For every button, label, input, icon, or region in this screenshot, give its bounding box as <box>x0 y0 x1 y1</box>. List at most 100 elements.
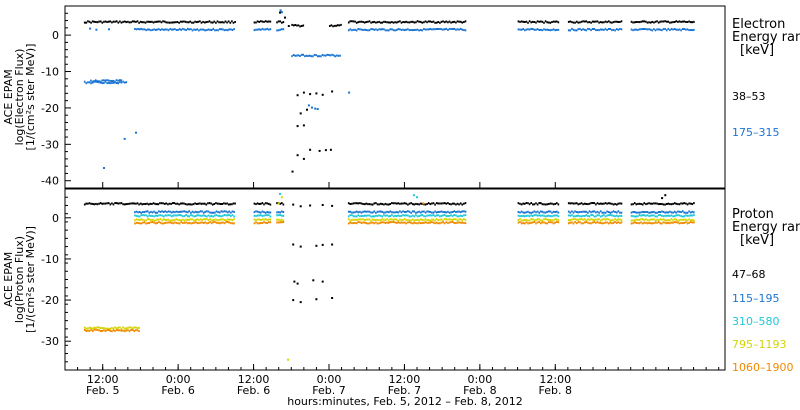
electron-panel-series-1-mark <box>517 28 520 31</box>
proton-panel-series-2-mark <box>637 215 639 218</box>
proton-panel-series-4-mark <box>583 221 586 224</box>
proton-panel-series-4-mark <box>455 222 457 225</box>
proton-panel-series-3-mark <box>400 219 403 222</box>
proton-panel-series-3-mark <box>646 219 649 222</box>
electron-panel-series-0-mark <box>381 21 384 24</box>
proton-panel-series-3-mark <box>180 219 183 222</box>
electron-panel-series-1-mark <box>463 29 465 32</box>
proton-panel-series-3-mark <box>681 218 684 221</box>
proton-panel-series-4-mark <box>218 222 221 225</box>
proton-panel-series-0-mark <box>524 202 526 205</box>
proton-panel-series-2-mark <box>582 214 584 217</box>
electron-panel-series-1-mark <box>98 81 100 84</box>
proton-panel-series-3-mark <box>383 218 385 221</box>
electron-panel-series-1-mark <box>590 29 592 32</box>
electron-panel-series-1-mark <box>688 29 690 32</box>
proton-panel-series-4-mark <box>386 221 388 224</box>
proton-panel-series-1-mark <box>643 211 646 214</box>
proton-panel-series-1-mark <box>351 211 353 214</box>
proton-panel-series-2-mark <box>233 215 235 218</box>
proton-panel-series-1-mark <box>383 211 385 214</box>
electron-panel-series-0-mark <box>167 21 169 24</box>
electron-panel-series-0-point-9 <box>299 112 302 115</box>
proton-panel-series-4-mark <box>210 222 213 225</box>
proton-panel-series-2-mark <box>347 215 350 218</box>
electron-panel-series-1 <box>83 9 695 169</box>
proton-panel-series-3-mark <box>520 219 523 222</box>
proton-panel-series-3-mark <box>689 219 692 222</box>
proton-panel-series-4-mark <box>641 222 644 225</box>
proton-panel-series-2-mark <box>571 214 573 217</box>
proton-panel-series-4-mark <box>649 222 652 225</box>
proton-panel-series-2-mark <box>551 215 553 218</box>
proton-panel-series-3-mark <box>354 218 356 221</box>
proton-panel-series-1-mark <box>445 211 448 214</box>
proton-panel-series-0-mark <box>520 203 523 206</box>
proton-panel-series-0-mark <box>450 203 452 206</box>
electron-panel-series-0-mark <box>138 21 140 24</box>
electron-panel-series-0-mark <box>572 21 575 24</box>
proton-panel-series-1-mark <box>551 211 553 214</box>
electron-panel-series-1-mark <box>368 29 371 32</box>
electron-panel-series-1-mark <box>269 28 272 31</box>
proton-panel-series-3-mark <box>440 218 443 221</box>
electron-panel-series-0-mark <box>163 20 166 23</box>
proton-panel-series-1-mark <box>177 211 179 214</box>
electron-panel-series-1-mark <box>143 28 146 31</box>
proton-panel-series-2-mark <box>681 215 684 218</box>
proton-panel-series-0-mark <box>208 202 211 205</box>
proton-panel-series-0-mark <box>163 202 166 205</box>
proton-panel-series-0-mark <box>459 202 462 205</box>
proton-panel-series-1-mark <box>151 211 154 214</box>
proton-panel-series-0-mark <box>540 202 542 205</box>
proton-panel-series-3-mark <box>678 219 681 222</box>
proton-panel-series-0-mark <box>207 202 209 205</box>
proton-panel-series-3-mark <box>209 218 211 221</box>
proton-panel-series-0-mark <box>517 202 520 205</box>
proton-panel-series-2-mark <box>199 214 202 217</box>
proton-panel-series-2-mark <box>659 214 662 217</box>
electron-panel-series-0-mark <box>517 20 520 23</box>
proton-panel-series-3-mark <box>201 219 203 221</box>
electron-panel-series-1-mark <box>109 79 111 82</box>
proton-panel-series-0-mark <box>453 202 456 205</box>
proton-panel-series-2-mark <box>421 214 424 216</box>
electron-panel-series-1-mark <box>453 27 456 30</box>
proton-panel-legend-item-0: 47–68 <box>732 268 766 281</box>
electron-panel-series-0-mark <box>183 20 185 23</box>
proton-panel-series-4-mark <box>347 222 350 225</box>
proton-panel-series-3-mark <box>577 218 580 221</box>
proton-panel-series-4-mark <box>352 222 355 225</box>
proton-panel-series-3-mark <box>649 218 652 221</box>
proton-panel-series-4-mark <box>371 221 374 224</box>
electron-panel-series-0-point-12 <box>302 124 305 127</box>
proton-panel-series-3-mark <box>138 326 140 329</box>
proton-panel-series-0-mark <box>579 202 581 205</box>
proton-panel-series-1-mark <box>635 211 638 214</box>
electron-panel-series-1-mark <box>117 82 120 85</box>
electron-panel-series-1-point-5 <box>307 104 310 107</box>
proton-panel-series-4-mark <box>519 220 521 223</box>
electron-panel-series-1-mark <box>641 28 644 30</box>
proton-panel-series-4-mark <box>230 222 232 225</box>
proton-panel-series-1-mark <box>681 210 684 213</box>
proton-panel-series-2-mark <box>455 214 457 217</box>
electron-panel-series-1-mark <box>527 28 529 31</box>
electron-panel-series-1-mark <box>548 29 550 31</box>
proton-panel-series-3-mark <box>138 219 141 221</box>
electron-panel-series-1-mark <box>170 28 173 31</box>
proton-panel-series-3-mark <box>228 218 231 221</box>
proton-panel-series-3-mark <box>680 218 682 221</box>
proton-panel-series-3-mark <box>669 219 671 222</box>
electron-panel-series-0-mark <box>300 25 303 27</box>
proton-panel-series-3-mark <box>268 218 270 221</box>
proton-panel-series-1-mark <box>140 211 143 214</box>
proton-panel-series-3-mark <box>230 218 232 221</box>
proton-panel-series-2-mark <box>226 214 229 217</box>
proton-panel-series-1-mark <box>620 211 623 214</box>
electron-panel-series-1-mark <box>119 81 121 84</box>
electron-panel-legend-item-0: 38–53 <box>732 90 766 103</box>
electron-panel-series-1-mark <box>445 27 448 30</box>
electron-panel-series-1-mark <box>207 28 210 31</box>
